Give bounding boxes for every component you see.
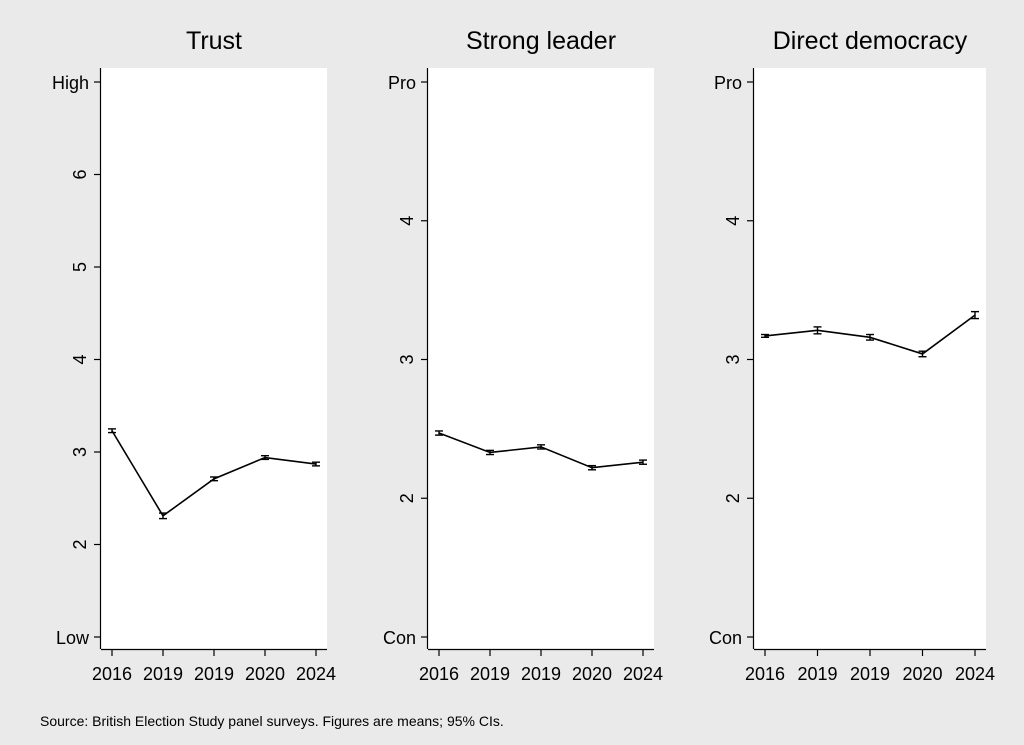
y-tick-label: 4 xyxy=(70,354,90,364)
plot-area xyxy=(428,68,654,649)
y-tick-label: Low xyxy=(56,628,90,648)
x-tick-label: 2019 xyxy=(797,664,837,684)
panel-title: Trust xyxy=(186,27,242,55)
x-tick-label: 2019 xyxy=(470,664,510,684)
panel-title: Direct democracy xyxy=(773,27,968,55)
plot-area xyxy=(101,68,327,649)
x-tick-label: 2024 xyxy=(623,664,663,684)
x-tick-label: 2020 xyxy=(245,664,285,684)
y-tick-label: 5 xyxy=(70,262,90,272)
x-tick-label: 2024 xyxy=(296,664,336,684)
y-tick-label: 4 xyxy=(723,216,743,226)
x-tick-label: 2019 xyxy=(850,664,890,684)
y-tick-label: 4 xyxy=(397,216,417,226)
y-tick-label: Con xyxy=(709,628,742,648)
x-tick-label: 2019 xyxy=(521,664,561,684)
x-tick-label: 2019 xyxy=(194,664,234,684)
x-tick-label: 2020 xyxy=(902,664,942,684)
panel-title: Strong leader xyxy=(466,27,616,55)
y-tick-label: Pro xyxy=(388,73,416,93)
x-tick-label: 2024 xyxy=(955,664,995,684)
y-tick-label: Pro xyxy=(714,73,742,93)
y-tick-label: 2 xyxy=(70,539,90,549)
y-tick-label: 3 xyxy=(397,354,417,364)
y-tick-label: 3 xyxy=(723,354,743,364)
plot-area xyxy=(754,68,986,649)
x-tick-label: 2016 xyxy=(419,664,459,684)
y-tick-label: 2 xyxy=(723,493,743,503)
x-tick-label: 2019 xyxy=(143,664,183,684)
y-tick-label: 3 xyxy=(70,447,90,457)
x-tick-label: 2016 xyxy=(92,664,132,684)
y-tick-label: Con xyxy=(383,628,416,648)
x-tick-label: 2016 xyxy=(745,664,785,684)
y-tick-label: 6 xyxy=(70,169,90,179)
x-tick-label: 2020 xyxy=(572,664,612,684)
y-tick-label: 2 xyxy=(397,493,417,503)
source-note: Source: British Election Study panel sur… xyxy=(40,713,504,729)
y-tick-label: High xyxy=(52,73,89,93)
